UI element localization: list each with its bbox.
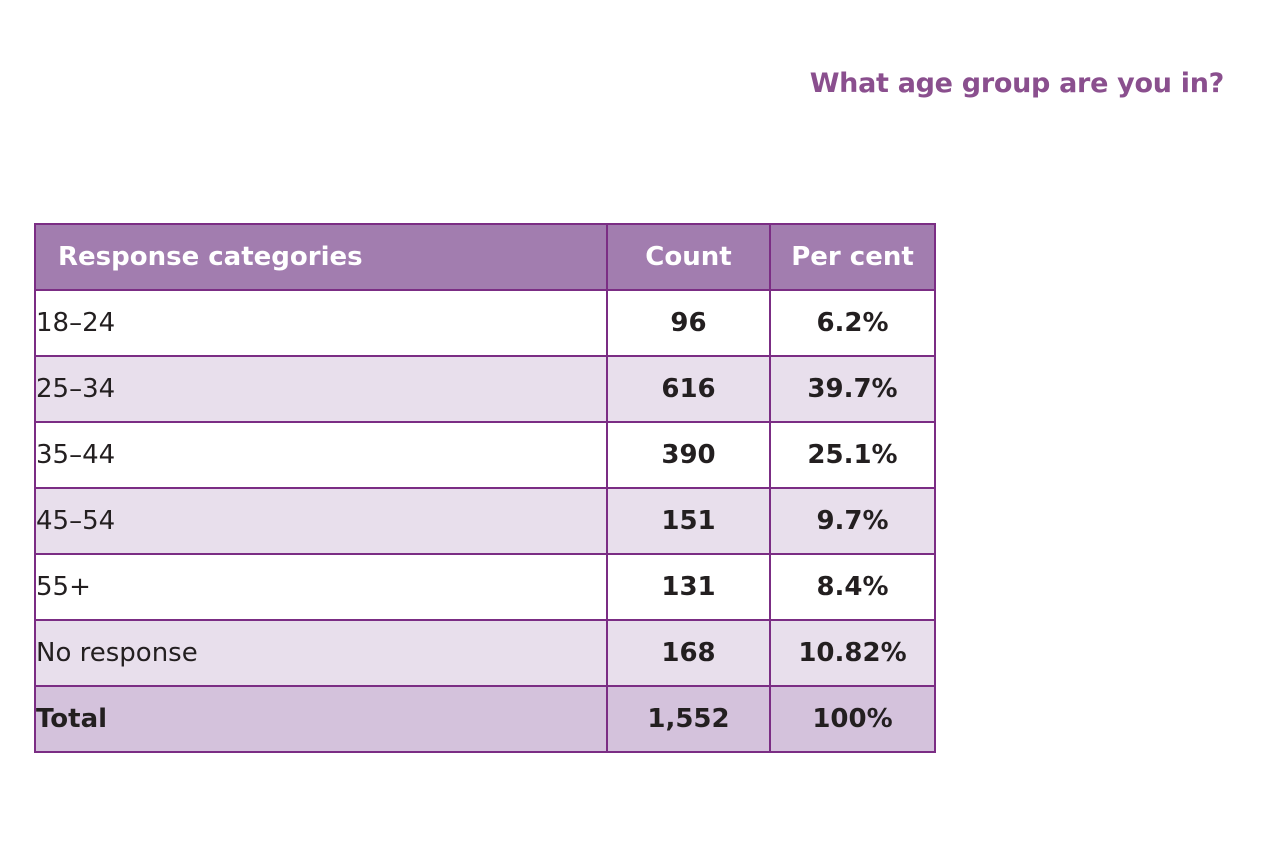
row-percent: 10.82% <box>769 619 936 687</box>
total-count: 1,552 <box>606 685 771 753</box>
row-category: 35–44 <box>34 421 608 489</box>
total-percent: 100% <box>769 685 936 753</box>
row-category: 25–34 <box>34 355 608 423</box>
row-percent: 9.7% <box>769 487 936 555</box>
row-category: 55+ <box>34 553 608 621</box>
table-header-row: Response categories Count Per cent <box>34 223 936 291</box>
row-count: 96 <box>606 289 771 357</box>
header-count: Count <box>606 223 771 291</box>
table-total-row: Total 1,552 100% <box>34 685 936 753</box>
row-category: No response <box>34 619 608 687</box>
table-row: 18–24 96 6.2% <box>34 289 936 357</box>
row-count: 131 <box>606 553 771 621</box>
row-count: 168 <box>606 619 771 687</box>
row-category: 18–24 <box>34 289 608 357</box>
row-percent: 8.4% <box>769 553 936 621</box>
total-label: Total <box>34 685 608 753</box>
header-response-categories: Response categories <box>34 223 608 291</box>
row-count: 390 <box>606 421 771 489</box>
row-count: 616 <box>606 355 771 423</box>
table-row: 35–44 390 25.1% <box>34 421 936 489</box>
row-category: 45–54 <box>34 487 608 555</box>
table-row: 25–34 616 39.7% <box>34 355 936 423</box>
question-title: What age group are you in? <box>809 68 1225 99</box>
row-count: 151 <box>606 487 771 555</box>
header-per-cent: Per cent <box>769 223 936 291</box>
table-row: 55+ 131 8.4% <box>34 553 936 621</box>
table-row: No response 168 10.82% <box>34 619 936 687</box>
table-row: 45–54 151 9.7% <box>34 487 936 555</box>
row-percent: 25.1% <box>769 421 936 489</box>
row-percent: 6.2% <box>769 289 936 357</box>
row-percent: 39.7% <box>769 355 936 423</box>
age-group-table: Response categories Count Per cent 18–24… <box>34 223 936 753</box>
